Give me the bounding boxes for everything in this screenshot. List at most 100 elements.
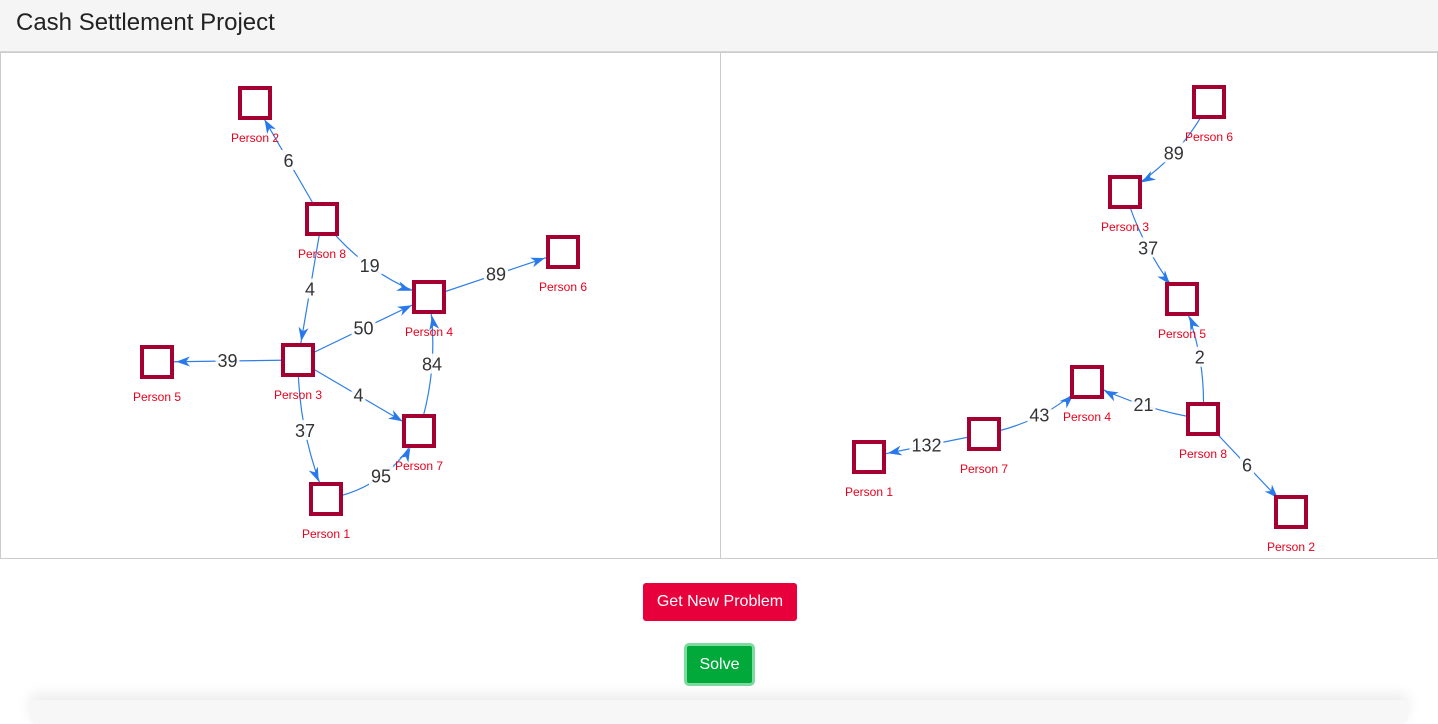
arrowhead-icon bbox=[388, 409, 403, 422]
edge-amount: 6 bbox=[283, 151, 293, 171]
arrowhead-icon bbox=[264, 119, 276, 135]
node-person-8[interactable]: Person 8 bbox=[1179, 402, 1227, 461]
node-person-4[interactable]: Person 4 bbox=[1063, 365, 1111, 424]
arrowhead-icon bbox=[1189, 316, 1200, 332]
get-new-problem-button[interactable]: Get New Problem bbox=[643, 583, 797, 621]
edges-layer: 89 37 2 21 43 132 6 bbox=[868, 101, 1292, 513]
arrowhead-icon bbox=[175, 356, 191, 367]
node-person-3[interactable]: Person 3 bbox=[1101, 175, 1149, 234]
solve-button[interactable]: Solve bbox=[684, 643, 755, 686]
node-label: Person 4 bbox=[405, 325, 453, 339]
node-label: Person 1 bbox=[845, 485, 893, 499]
node-person-2[interactable]: Person 2 bbox=[1267, 495, 1315, 554]
node-person-6[interactable]: Person 6 bbox=[539, 235, 587, 294]
edge-amount: 89 bbox=[1164, 143, 1184, 163]
node-box[interactable] bbox=[412, 280, 446, 314]
node-box[interactable] bbox=[402, 414, 436, 448]
node-box[interactable] bbox=[281, 343, 315, 377]
arrowhead-icon bbox=[308, 466, 319, 482]
node-person-5[interactable]: Person 5 bbox=[1158, 282, 1206, 341]
node-box[interactable] bbox=[852, 440, 886, 474]
edge-person-7-to-person-1[interactable]: 132 bbox=[868, 433, 985, 458]
edge-amount: 132 bbox=[911, 436, 941, 456]
node-box[interactable] bbox=[1274, 495, 1308, 529]
arrowhead-icon bbox=[1141, 171, 1157, 183]
edge-label-bg bbox=[281, 150, 296, 170]
edge-label-bg bbox=[909, 434, 944, 455]
edge-amount: 84 bbox=[422, 355, 442, 375]
arrowhead-icon bbox=[1264, 484, 1278, 499]
edge-label-bg bbox=[303, 278, 317, 299]
node-box[interactable] bbox=[238, 86, 272, 120]
node-label: Person 5 bbox=[1158, 327, 1206, 341]
edge-person-3-to-person-1[interactable]: 37 bbox=[293, 359, 327, 500]
node-box[interactable] bbox=[1165, 282, 1199, 316]
node-box[interactable] bbox=[1192, 85, 1226, 119]
node-person-4[interactable]: Person 4 bbox=[405, 280, 453, 339]
edge-label-bg bbox=[351, 317, 376, 338]
nodes-layer: Person 2 Person 8 Person 6 Person 4 Person 5… bbox=[133, 86, 587, 541]
node-label: Person 7 bbox=[395, 459, 443, 473]
edge-amount: 6 bbox=[1242, 456, 1252, 476]
node-box[interactable] bbox=[1070, 365, 1104, 399]
edge-amount: 4 bbox=[353, 386, 363, 406]
node-label: Person 8 bbox=[1179, 447, 1227, 461]
edge-amount: 4 bbox=[305, 280, 315, 300]
edge-amount: 39 bbox=[217, 351, 237, 371]
edge-amount: 95 bbox=[371, 467, 391, 487]
node-label: Person 4 bbox=[1063, 410, 1111, 424]
node-person-7[interactable]: Person 7 bbox=[960, 417, 1008, 476]
edge-label-bg bbox=[293, 419, 318, 440]
arrowhead-icon bbox=[429, 315, 440, 331]
edge-label-bg bbox=[420, 353, 445, 374]
node-label: Person 7 bbox=[960, 462, 1008, 476]
node-box[interactable] bbox=[967, 417, 1001, 451]
edge-person-8-to-person-3[interactable]: 4 bbox=[297, 218, 323, 361]
node-label: Person 8 bbox=[298, 247, 346, 261]
edge-label-bg bbox=[369, 465, 393, 486]
arrowhead-icon bbox=[298, 326, 309, 342]
node-person-5[interactable]: Person 5 bbox=[133, 345, 181, 404]
graph-panel-problem[interactable]: 6 19 89 4 50 39 84 4 37 95 Person 2 Person 8 Person … bbox=[0, 52, 721, 559]
arrowhead-icon bbox=[1103, 390, 1119, 402]
node-person-6[interactable]: Person 6 bbox=[1185, 85, 1233, 144]
node-person-1[interactable]: Person 1 bbox=[302, 482, 350, 541]
edge-amount: 19 bbox=[360, 256, 380, 276]
edge-person-7-to-person-4[interactable]: 84 bbox=[418, 296, 445, 432]
node-person-1[interactable]: Person 1 bbox=[845, 440, 893, 499]
arrowhead-icon bbox=[530, 257, 545, 268]
arrowhead-icon bbox=[399, 447, 411, 463]
node-box[interactable] bbox=[140, 345, 174, 379]
node-box[interactable] bbox=[1108, 175, 1142, 209]
footer-shadow bbox=[30, 700, 1408, 724]
arrowhead-icon bbox=[397, 305, 412, 316]
edge-amount: 2 bbox=[1195, 348, 1205, 368]
node-box[interactable] bbox=[309, 482, 343, 516]
edge-person-3-to-person-5[interactable]: 39 bbox=[156, 350, 299, 371]
node-label: Person 3 bbox=[274, 388, 322, 402]
node-label: Person 6 bbox=[1185, 130, 1233, 144]
node-box[interactable] bbox=[546, 235, 580, 269]
edge-label-bg bbox=[357, 255, 382, 276]
edge-person-8-to-person-5[interactable]: 2 bbox=[1181, 298, 1207, 420]
edge-person-8-to-person-2[interactable]: 6 bbox=[254, 102, 323, 220]
node-person-2[interactable]: Person 2 bbox=[231, 86, 279, 145]
node-box[interactable] bbox=[1186, 402, 1220, 436]
edge-label-bg bbox=[484, 263, 508, 284]
edge-person-6-to-person-3[interactable]: 89 bbox=[1124, 101, 1210, 193]
node-person-7[interactable]: Person 7 bbox=[395, 414, 443, 473]
arrowhead-icon bbox=[396, 281, 412, 291]
node-label: Person 3 bbox=[1101, 220, 1149, 234]
node-person-3[interactable]: Person 3 bbox=[274, 343, 322, 402]
edge-amount: 89 bbox=[486, 265, 506, 285]
edge-label-bg bbox=[1131, 394, 1156, 415]
arrowhead-icon bbox=[887, 445, 903, 456]
node-person-8[interactable]: Person 8 bbox=[298, 202, 346, 261]
node-box[interactable] bbox=[305, 202, 339, 236]
edge-label-bg bbox=[1136, 237, 1161, 258]
arrowhead-icon bbox=[1059, 395, 1074, 409]
page-title: Cash Settlement Project bbox=[16, 9, 275, 36]
graph-panel-solution[interactable]: 89 37 2 21 43 132 6 Person 6 Person 3 Person 5 Per… bbox=[720, 52, 1438, 559]
